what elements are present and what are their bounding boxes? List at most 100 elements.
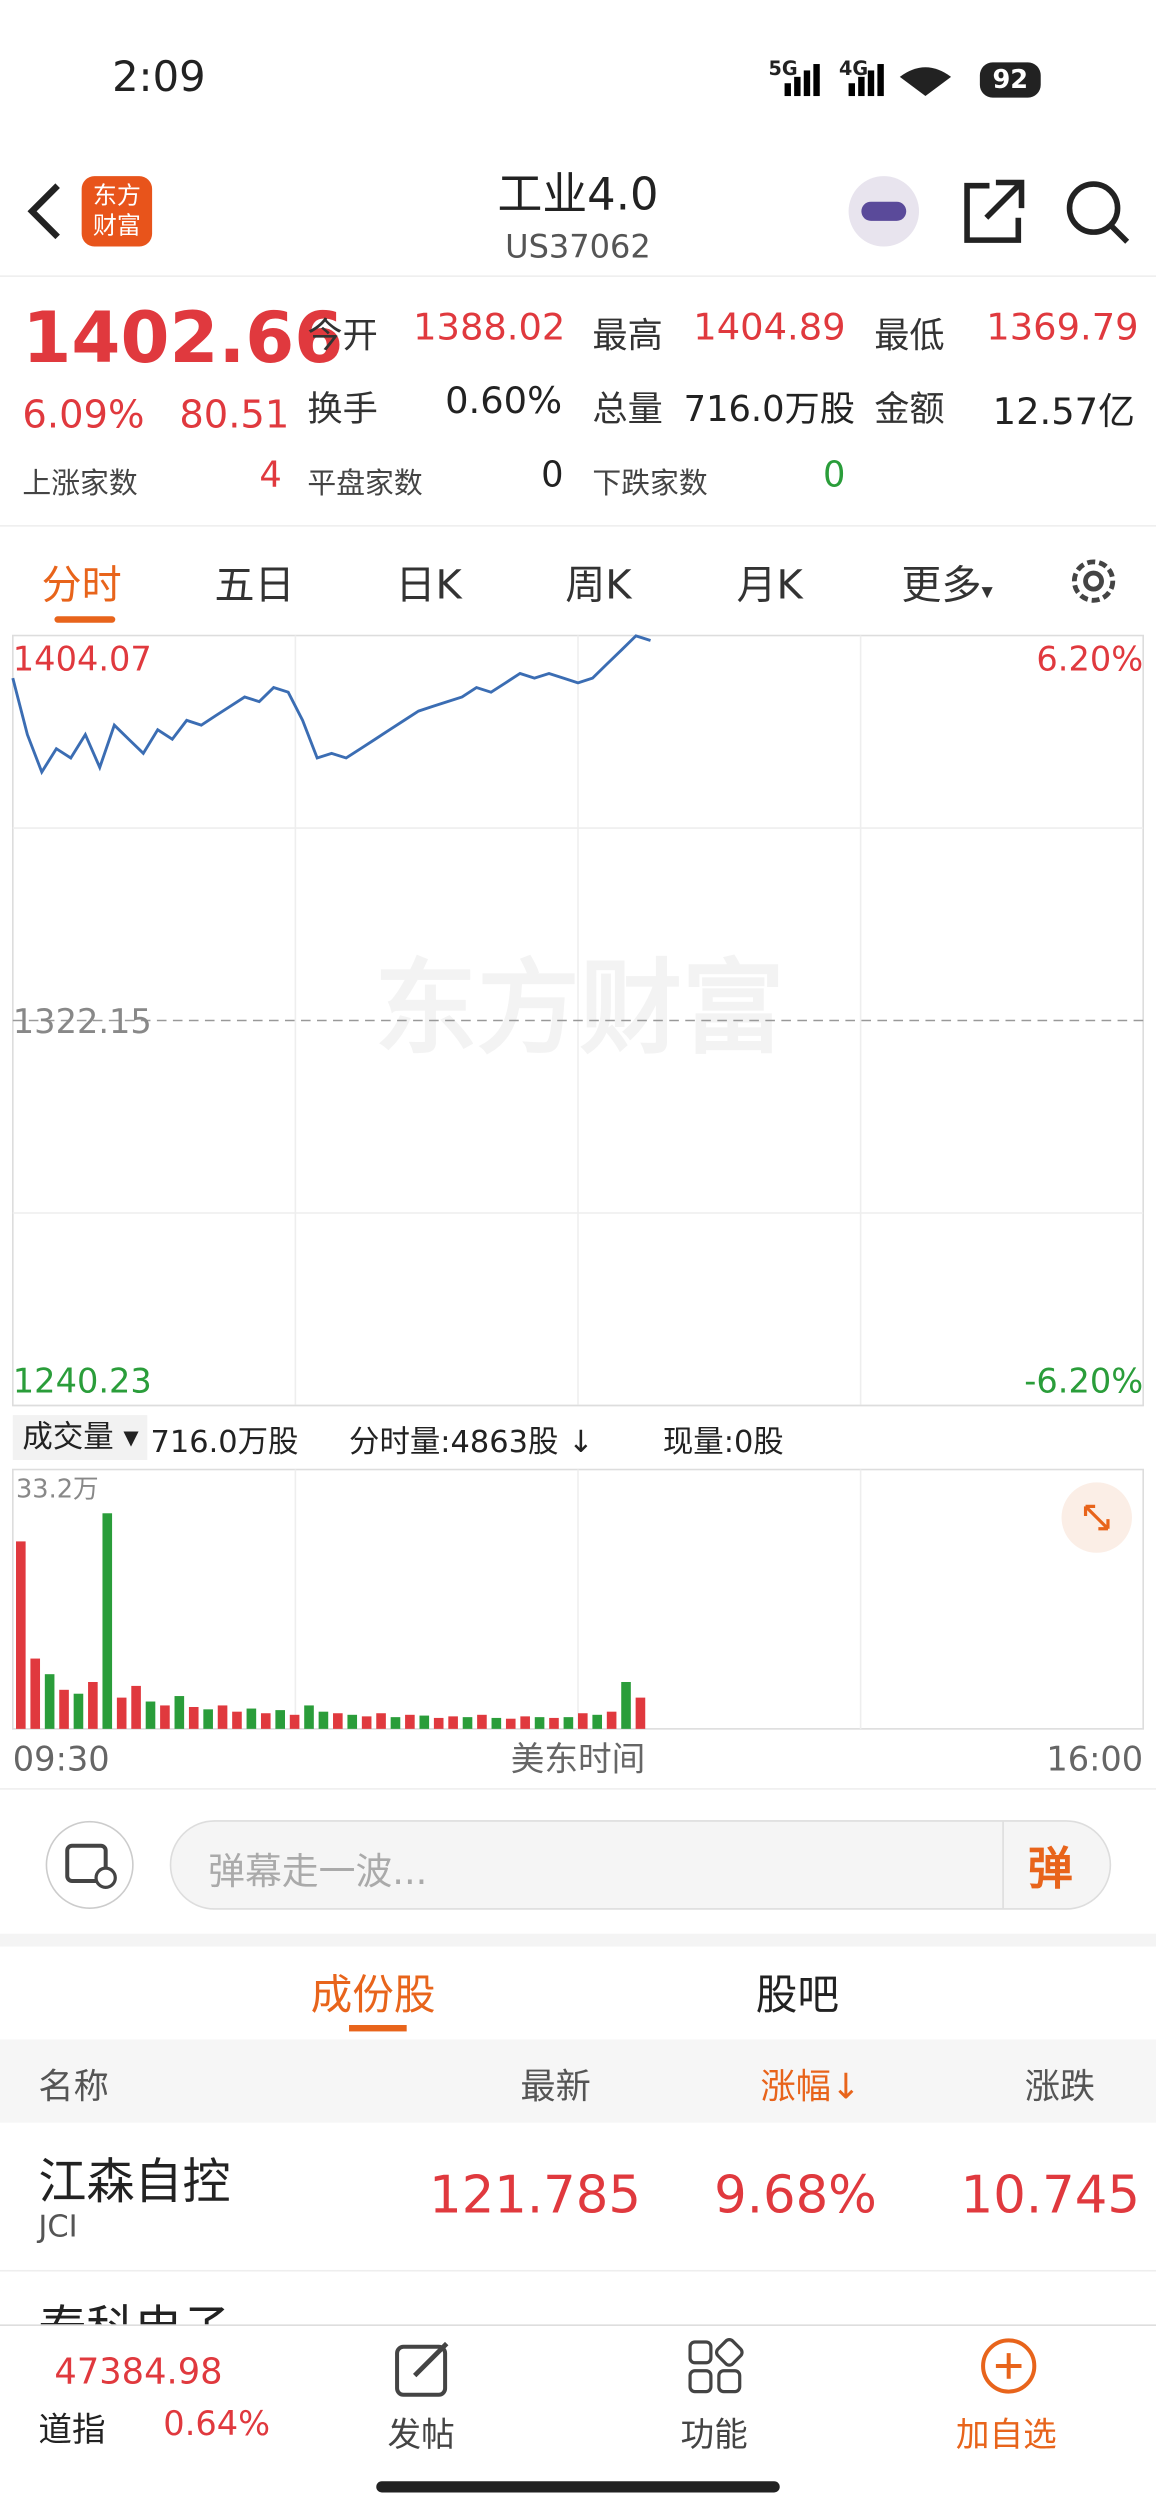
- period-tab[interactable]: 日K: [395, 561, 462, 609]
- volume-bar: [131, 1685, 141, 1729]
- label: 最低: [874, 316, 945, 357]
- app-logo: 东方财富: [81, 176, 153, 247]
- volume-selector[interactable]: 成交量 ▾: [12, 1415, 148, 1460]
- volume-now: 现量:0股: [662, 1424, 784, 1460]
- home-indicator: [376, 2481, 780, 2493]
- status-icons: [784, 64, 952, 97]
- period-tab[interactable]: 分时: [41, 561, 122, 609]
- value: 4: [259, 456, 282, 497]
- nav[interactable]: 发帖: [387, 2415, 455, 2455]
- stock-chg: 10.745: [960, 2164, 1140, 2226]
- price: 1402.66: [22, 297, 344, 380]
- stock-last: 121.785: [429, 2164, 641, 2226]
- func-icon: [688, 2338, 744, 2394]
- header[interactable]: 涨跌: [1024, 2068, 1096, 2109]
- period-tab[interactable]: 周K: [565, 561, 632, 609]
- volume-bar: [491, 1717, 502, 1729]
- placeholder: 弹幕走一波...: [208, 1852, 428, 1894]
- volume-bar: [477, 1714, 487, 1729]
- back[interactable]: [22, 179, 70, 243]
- section-tab[interactable]: 成份股: [310, 1972, 436, 2021]
- nav[interactable]: 加自选: [955, 2415, 1057, 2455]
- divider: [1002, 1821, 1004, 1909]
- danmu-button[interactable]: 弹: [1027, 1842, 1073, 1896]
- volume-bar: [621, 1681, 631, 1729]
- add-icon: [981, 2338, 1037, 2394]
- header-icons[interactable]: [845, 170, 1141, 253]
- index-pct: 0.64%: [163, 2404, 271, 2443]
- value: 0: [541, 456, 564, 497]
- volume-bar: [448, 1716, 458, 1729]
- volume-total: 716.0万股: [150, 1424, 299, 1460]
- volume-bar: [333, 1713, 343, 1729]
- divider: [0, 2269, 1156, 2272]
- y-tick-label: 1240.23: [13, 1362, 152, 1401]
- volume-bar: [318, 1711, 329, 1729]
- table-header: [0, 2039, 1156, 2123]
- volume-bar: [433, 1717, 444, 1729]
- value: 1369.79: [986, 307, 1139, 349]
- stock-code: JCI: [38, 2209, 78, 2245]
- period-tab[interactable]: 月K: [736, 561, 803, 609]
- section-tab[interactable]: 股吧: [755, 1972, 840, 2021]
- nav[interactable]: 功能: [680, 2415, 748, 2455]
- index-value: 47384.98: [54, 2353, 223, 2394]
- volume-bar: [145, 1701, 156, 1729]
- volume-minute: 分时量:4863股 ↓: [349, 1424, 594, 1460]
- volume-bar: [505, 1718, 516, 1729]
- volume-bar: [606, 1711, 617, 1729]
- danmu-input[interactable]: [169, 1820, 1112, 1910]
- chg: 80.51: [179, 392, 290, 438]
- volume-bar: [347, 1714, 358, 1729]
- volume-bar: [102, 1513, 113, 1729]
- label: 下跌家数: [592, 467, 708, 502]
- net: 5G: [768, 57, 798, 81]
- danmu-settings[interactable]: [45, 1820, 135, 1910]
- divider: [0, 525, 1156, 527]
- value: 716.0万股: [683, 390, 855, 431]
- stock-pct: 9.68%: [714, 2164, 877, 2226]
- tab-underline: [54, 616, 116, 623]
- volume-bar: [232, 1711, 242, 1729]
- bottom-bar: [0, 2324, 1156, 2510]
- label: 最高: [592, 316, 663, 357]
- volume-bar: [260, 1713, 271, 1729]
- value: 1404.89: [693, 307, 846, 349]
- volume-bar: [419, 1715, 430, 1729]
- volume-bar: [376, 1713, 386, 1729]
- volume-bar: [405, 1714, 415, 1729]
- settings[interactable]: [1066, 554, 1120, 608]
- volume-bar: [577, 1713, 588, 1729]
- volume-bar: [203, 1709, 213, 1729]
- expand[interactable]: [1060, 1481, 1134, 1555]
- stock-name[interactable]: 江森自控: [38, 2154, 231, 2211]
- x-tick-label: 美东时间: [511, 1739, 645, 1778]
- x-tick-label: 16:00: [1046, 1739, 1143, 1778]
- volume-bar: [16, 1541, 26, 1729]
- y-tick-label: 1404.07: [13, 640, 152, 679]
- volume-bar: [592, 1714, 603, 1729]
- header: 名称: [38, 2068, 109, 2109]
- volume-bar: [520, 1716, 530, 1729]
- text: 分时量:4863股: [349, 1424, 559, 1460]
- volume-bar: [88, 1681, 98, 1729]
- label: 平盘家数: [307, 467, 423, 502]
- value: 0.60%: [445, 380, 563, 423]
- header[interactable]: 最新: [520, 2068, 591, 2109]
- volume-bar: [30, 1658, 41, 1729]
- label: 换手: [307, 390, 378, 431]
- net: 4G: [838, 57, 869, 81]
- header[interactable]: 涨幅↓: [760, 2068, 861, 2109]
- gap: [0, 1933, 1156, 1947]
- volume-bar: [304, 1705, 314, 1729]
- period-tab[interactable]: 更多▾: [901, 561, 993, 609]
- volume-bar: [534, 1717, 545, 1729]
- volume-bar: [289, 1714, 300, 1729]
- label: 总量: [592, 390, 663, 431]
- text: 涨幅: [760, 2068, 831, 2109]
- caret: ▾: [981, 579, 993, 606]
- volume-bar: [160, 1705, 170, 1729]
- period-tab[interactable]: 五日: [214, 561, 295, 609]
- value: 1388.02: [413, 307, 566, 349]
